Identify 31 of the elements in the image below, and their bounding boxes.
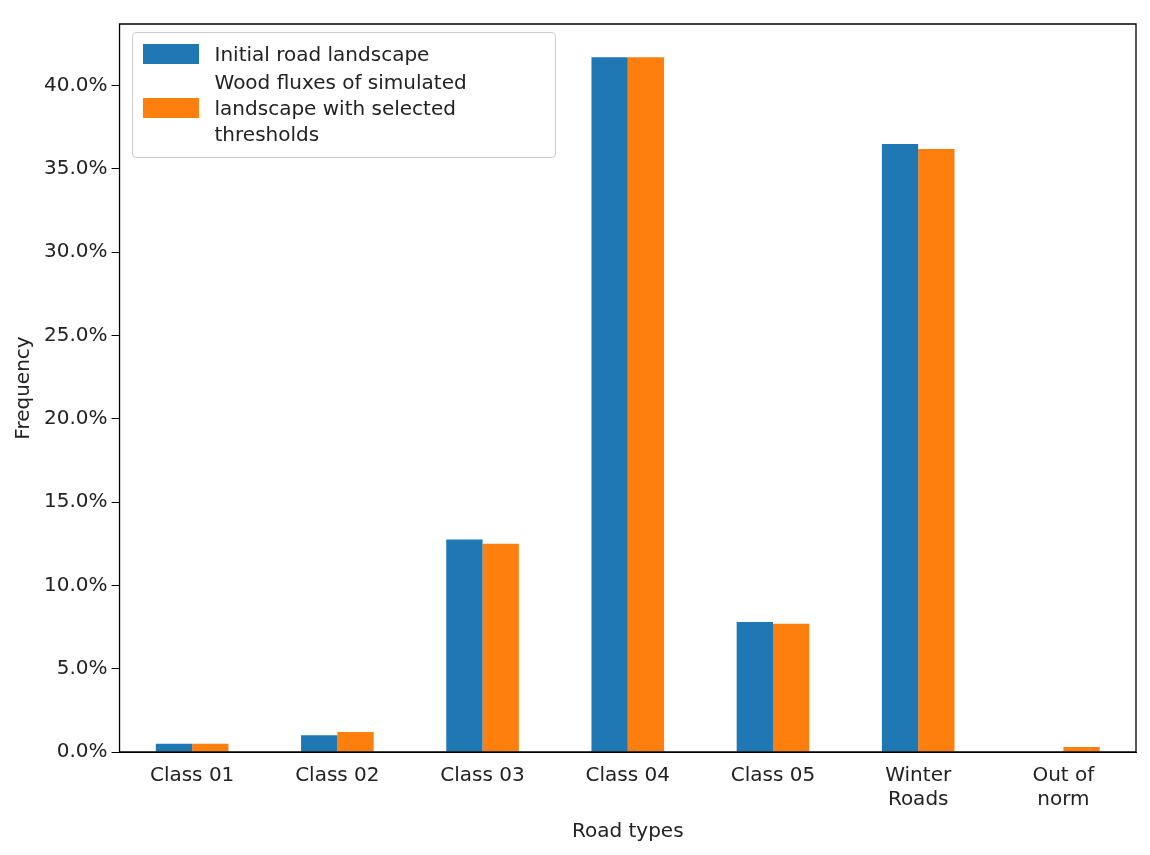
y-axis-title: Frequency <box>10 336 35 440</box>
bar <box>482 543 519 752</box>
x-tick-label: Class 01 <box>149 762 235 787</box>
y-tick-label: 20.0% <box>43 405 108 430</box>
bar <box>446 539 483 752</box>
y-tick-label: 0.0% <box>56 738 108 763</box>
x-tick-label: Out of norm <box>1032 762 1096 811</box>
bar <box>881 143 919 752</box>
bar <box>736 622 773 752</box>
y-tick-label: 35.0% <box>43 155 108 180</box>
x-tick-label: Class 04 <box>585 762 670 787</box>
y-tick-label: 15.0% <box>43 488 108 513</box>
x-tick-label: Winter Roads <box>885 762 952 811</box>
x-tick-label: Class 03 <box>440 762 525 787</box>
bar <box>1063 747 1100 752</box>
bar <box>591 57 628 752</box>
bar <box>627 57 665 752</box>
y-tick-label: 30.0% <box>43 238 108 263</box>
bar <box>337 732 374 752</box>
legend-label: Initial road landscape <box>214 41 430 67</box>
bar <box>772 623 810 752</box>
x-axis-title: Road types <box>571 818 684 843</box>
legend-label: Wood fluxes of simulated landscape with selected thresholds <box>214 69 468 147</box>
x-tick-label: Class 02 <box>295 762 380 787</box>
x-tick-label: Class 05 <box>730 762 816 787</box>
y-tick-label: 5.0% <box>56 654 108 679</box>
y-tick-label: 10.0% <box>43 571 108 596</box>
bar <box>301 735 338 752</box>
bar <box>918 148 955 752</box>
y-tick-label: 40.0% <box>43 71 108 96</box>
y-tick-label: 25.0% <box>43 321 108 346</box>
